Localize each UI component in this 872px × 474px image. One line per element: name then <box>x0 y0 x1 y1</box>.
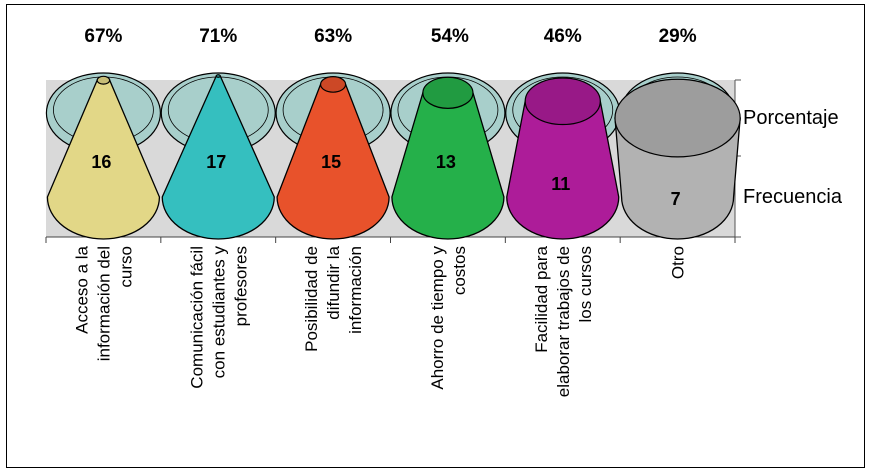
frequency-label: 17 <box>206 152 226 172</box>
category-group-2: 71% 17 Comunicación fácil con estudiantes y… <box>160 26 276 389</box>
category-label-line: difundir la <box>324 245 343 319</box>
category-group-3: 63% 15 Posibilidad de difundir la informació… <box>275 26 391 352</box>
percentage-label: 29% <box>659 26 697 47</box>
category-label-line: Acceso a la <box>72 245 91 333</box>
category-group-5: 46% 11 Facilidad para elaborar trabajos de l… <box>505 26 621 397</box>
percentage-label: 71% <box>199 26 237 47</box>
frequency-label: 15 <box>321 152 341 172</box>
category-label: Facilidad para elaborar trabajos de los cu… <box>532 245 595 397</box>
legend-frecuencia: Frecuencia <box>743 186 843 208</box>
category-label-line: Facilidad para <box>532 245 551 352</box>
frequency-cone <box>161 75 275 240</box>
category-group-6: 29% 7 Otro <box>614 26 741 279</box>
frequency-label: 16 <box>91 152 111 172</box>
percentage-label: 54% <box>431 26 469 47</box>
category-label-line: elaborar trabajos de <box>554 246 573 397</box>
legend-porcentaje: Porcentaje <box>743 107 839 129</box>
frequency-label: 11 <box>551 174 570 194</box>
category-group-4: 54% 13 Ahorro de tiempo y costos <box>390 26 506 390</box>
category-label-line: información del <box>94 246 113 361</box>
frequency-label: 13 <box>436 152 456 172</box>
frequency-cone-top <box>319 76 347 93</box>
percentage-label: 46% <box>544 26 582 47</box>
category-label-line: Posibilidad de <box>302 246 321 352</box>
percentage-label: 63% <box>314 26 352 47</box>
frequency-cone-top <box>215 74 221 78</box>
category-label: Ahorro de tiempo y costos <box>428 246 469 390</box>
frequency-cone <box>276 83 390 240</box>
category-label: Comunicación fácil con estudiantes y profe… <box>187 246 250 389</box>
category-group-1: 67% 16 Acceso a la información del curso <box>45 26 162 361</box>
category-label-line: información <box>346 246 365 334</box>
frequency-cone <box>46 79 161 240</box>
frequency-label: 7 <box>671 189 681 209</box>
frequency-cone-top <box>614 78 741 158</box>
frequency-cone-top <box>524 77 601 126</box>
category-label-line: Ahorro de tiempo y <box>428 246 447 390</box>
category-label-line: los cursos <box>576 246 595 323</box>
category-label-line: profesores <box>231 246 250 326</box>
category-label-line: con estudiantes y <box>209 246 228 379</box>
frequency-cone <box>506 100 620 240</box>
category-label-line: Comunicación fácil <box>187 246 206 389</box>
category-label-line: Otro <box>669 246 688 279</box>
category-label-line: curso <box>116 246 135 288</box>
category-label-line: costos <box>450 246 469 295</box>
frequency-cone-top <box>96 75 111 85</box>
category-label: Acceso a la información del curso <box>72 245 135 361</box>
frequency-cone <box>391 92 505 240</box>
frequency-cone-top <box>422 76 474 109</box>
category-label: Otro <box>669 246 688 279</box>
percentage-label: 67% <box>84 26 122 47</box>
category-label: Posibilidad de difundir la información <box>302 245 365 351</box>
